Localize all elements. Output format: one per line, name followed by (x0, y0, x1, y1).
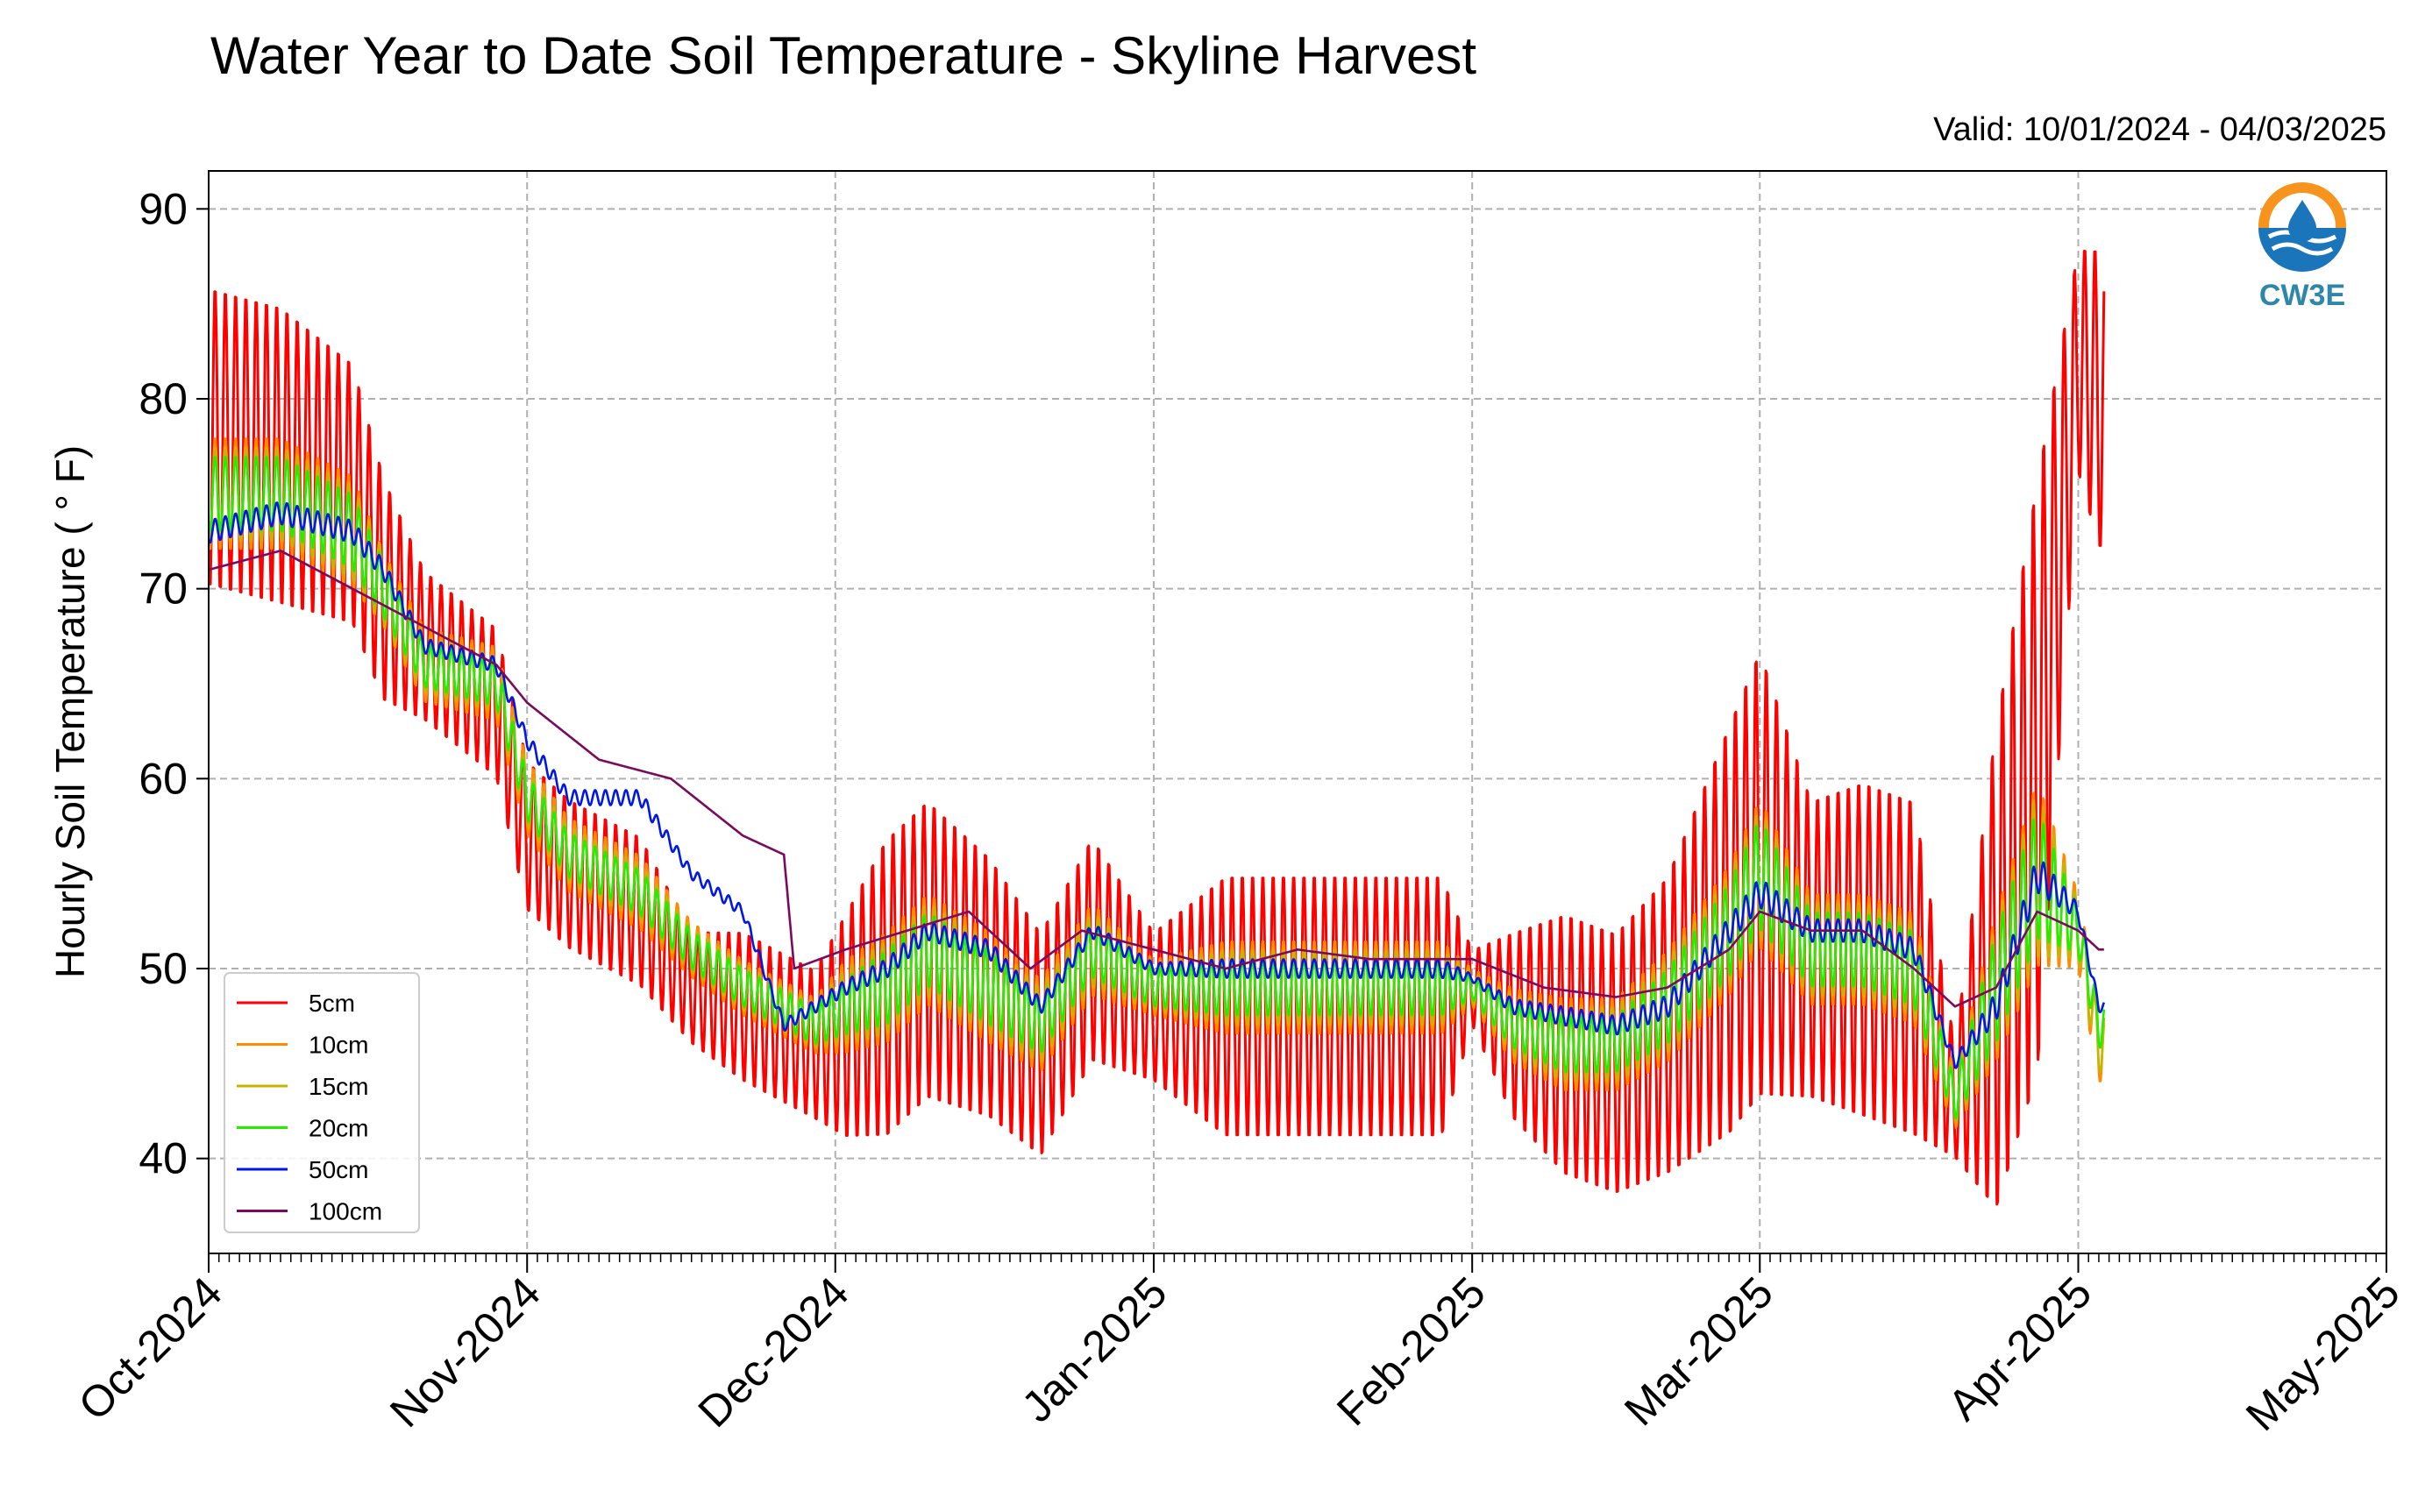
plot-area (209, 250, 2106, 1206)
legend-label-20cm: 20cm (309, 1115, 368, 1142)
y-tick-label: 40 (139, 1134, 188, 1183)
logo-text: CW3E (2259, 279, 2345, 312)
legend-label-5cm: 5cm (309, 990, 355, 1017)
y-tick-label: 90 (139, 184, 188, 233)
cw3e-logo: CW3E (2258, 182, 2346, 312)
legend: 5cm 10cm 15cm 20cm 50cm 100cm (224, 972, 420, 1233)
y-tick-label: 50 (139, 944, 188, 993)
y-axis: 40 50 60 70 80 90 (139, 184, 209, 1183)
series-line-50cm (209, 501, 2106, 1069)
legend-label-15cm: 15cm (309, 1073, 368, 1100)
legend-label-10cm: 10cm (309, 1032, 368, 1059)
legend-label-100cm: 100cm (309, 1198, 382, 1225)
series-line-100cm (209, 550, 2105, 1008)
series-line-20cm (209, 456, 2106, 1120)
legend-box (224, 972, 420, 1233)
chart-title: Water Year to Date Soil Temperature - Sk… (210, 26, 1476, 85)
y-axis-label: Hourly Soil Temperature ( ° F) (47, 445, 93, 978)
chart-subtitle: Valid: 10/01/2024 - 04/03/2025 (1933, 111, 2386, 148)
water-drop-icon (2288, 200, 2316, 242)
legend-label-50cm: 50cm (309, 1156, 368, 1183)
y-tick-label: 80 (139, 374, 188, 423)
y-tick-label: 70 (139, 564, 188, 614)
y-tick-label: 60 (139, 754, 188, 803)
